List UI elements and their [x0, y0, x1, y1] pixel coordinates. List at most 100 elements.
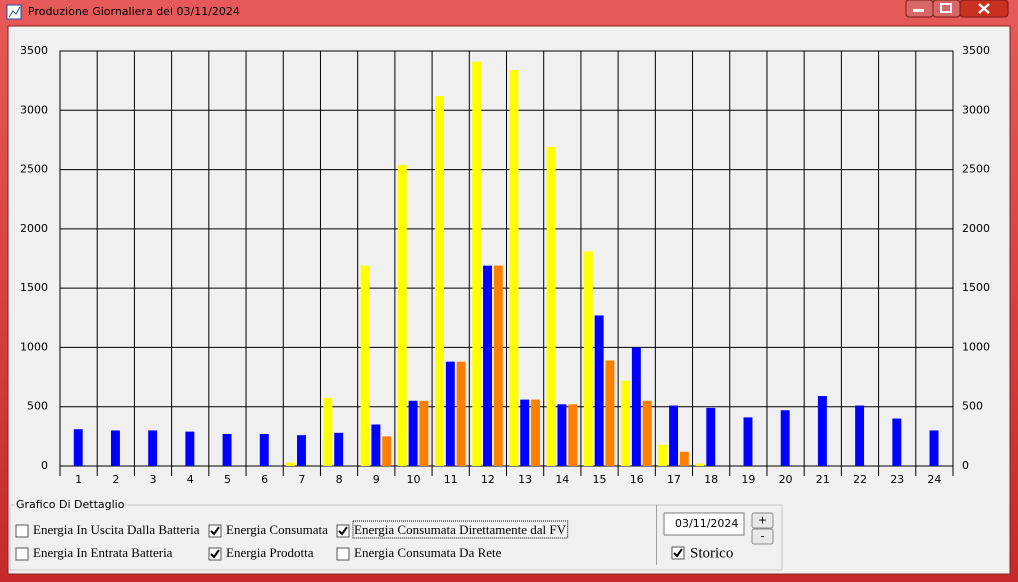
- checkbox[interactable]: [15, 547, 29, 561]
- spin-button-label: -: [761, 530, 765, 543]
- bar: [222, 433, 232, 466]
- x-tick-label: 5: [224, 473, 231, 486]
- y2-tick-label: 1000: [962, 340, 990, 353]
- bar: [605, 360, 615, 466]
- minimize-icon: [913, 9, 924, 12]
- bar: [397, 164, 407, 467]
- x-tick-label: 16: [630, 473, 644, 486]
- bar: [483, 265, 492, 466]
- bar: [185, 431, 195, 466]
- bar: [695, 463, 705, 466]
- spin-button[interactable]: [751, 528, 774, 545]
- app-icon-line: [8, 6, 21, 18]
- y2-tick-label: 0: [962, 459, 969, 472]
- bar: [472, 61, 482, 467]
- bar: [669, 405, 679, 466]
- checkbox-label: Energia Consumata: [226, 522, 328, 537]
- bar: [456, 361, 466, 466]
- bar: [520, 399, 530, 466]
- bar: [493, 265, 503, 466]
- y2-tick-label: 3000: [962, 103, 990, 116]
- bar: [780, 410, 790, 466]
- bar: [583, 251, 593, 466]
- x-tick-label: 10: [406, 473, 420, 486]
- bar: [297, 435, 306, 466]
- x-tick-label: 23: [890, 473, 904, 486]
- x-tick-label: 17: [667, 473, 681, 486]
- y-tick-label: 2500: [20, 163, 48, 176]
- checkbox[interactable]: [336, 547, 350, 561]
- x-tick-label: 2: [112, 473, 119, 486]
- window-title: Produzione Giornaliera del 03/11/2024: [28, 5, 240, 18]
- bar: [445, 361, 455, 466]
- minimize-button[interactable]: [905, 0, 934, 18]
- x-tick-label: 3: [150, 473, 157, 486]
- bar: [435, 96, 444, 467]
- x-tick-label: 9: [373, 473, 380, 486]
- bar: [110, 430, 120, 466]
- x-tick-label: 11: [444, 473, 458, 486]
- group-box-title-bg: [14, 498, 124, 512]
- y-tick-label: 500: [27, 400, 48, 413]
- bar: [259, 433, 269, 466]
- bar: [323, 397, 333, 466]
- maximize-icon: [940, 3, 952, 13]
- y-tick-label: 1500: [20, 281, 48, 294]
- x-tick-label: 4: [187, 473, 194, 486]
- bar: [642, 400, 652, 466]
- bar: [568, 404, 578, 466]
- checkbox-label: Energia In Entrata Batteria: [33, 545, 173, 560]
- x-tick-label: 6: [261, 473, 268, 486]
- x-tick-label: 19: [741, 473, 755, 486]
- x-tick-label: 13: [518, 473, 532, 486]
- bar: [73, 429, 83, 466]
- bar: [743, 417, 753, 466]
- bar: [148, 430, 158, 466]
- bar: [382, 436, 392, 466]
- y-tick-label: 3000: [20, 103, 48, 116]
- y2-tick-label: 1500: [962, 281, 990, 294]
- bar: [594, 315, 604, 466]
- bar: [658, 444, 668, 466]
- checkbox-label: Energia In Uscita Dalla Batteria: [33, 522, 200, 537]
- bar: [929, 430, 939, 466]
- bar: [557, 404, 567, 466]
- bar: [286, 462, 296, 466]
- checkbox-check: [210, 526, 220, 536]
- storico-label: Storico: [690, 545, 733, 561]
- bar: [679, 451, 689, 466]
- x-tick-label: 12: [481, 473, 495, 486]
- y-tick-label: 0: [41, 459, 48, 472]
- spin-button[interactable]: [751, 512, 774, 529]
- bar: [892, 418, 902, 466]
- y-tick-label: 3500: [20, 44, 48, 57]
- bar: [509, 69, 519, 466]
- separator: [656, 505, 657, 565]
- checkbox-label: Energia Consumata Da Rete: [354, 545, 502, 560]
- bar: [631, 347, 641, 466]
- y-tick-label: 2000: [20, 222, 48, 235]
- bar: [546, 147, 556, 467]
- focus-rect: [352, 520, 569, 539]
- bar: [621, 380, 631, 466]
- checkbox[interactable]: [15, 524, 29, 538]
- x-tick-label: 24: [927, 473, 941, 486]
- x-tick-label: 22: [853, 473, 867, 486]
- bar: [408, 400, 418, 466]
- x-tick-label: 15: [593, 473, 607, 486]
- y2-tick-label: 2000: [962, 222, 990, 235]
- maximize-button[interactable]: [932, 0, 961, 18]
- group-box: [9, 504, 783, 571]
- x-tick-label: 1: [75, 473, 82, 486]
- date-input[interactable]: [663, 512, 745, 536]
- y2-tick-label: 2500: [962, 163, 990, 176]
- bar: [706, 407, 716, 466]
- x-tick-label: 21: [816, 473, 830, 486]
- bar: [817, 396, 827, 466]
- x-tick-label: 18: [704, 473, 718, 486]
- group-box-title: Grafico Di Dettaglio: [16, 498, 125, 511]
- close-icon: [978, 3, 990, 14]
- bar: [419, 400, 429, 466]
- bar: [371, 424, 381, 466]
